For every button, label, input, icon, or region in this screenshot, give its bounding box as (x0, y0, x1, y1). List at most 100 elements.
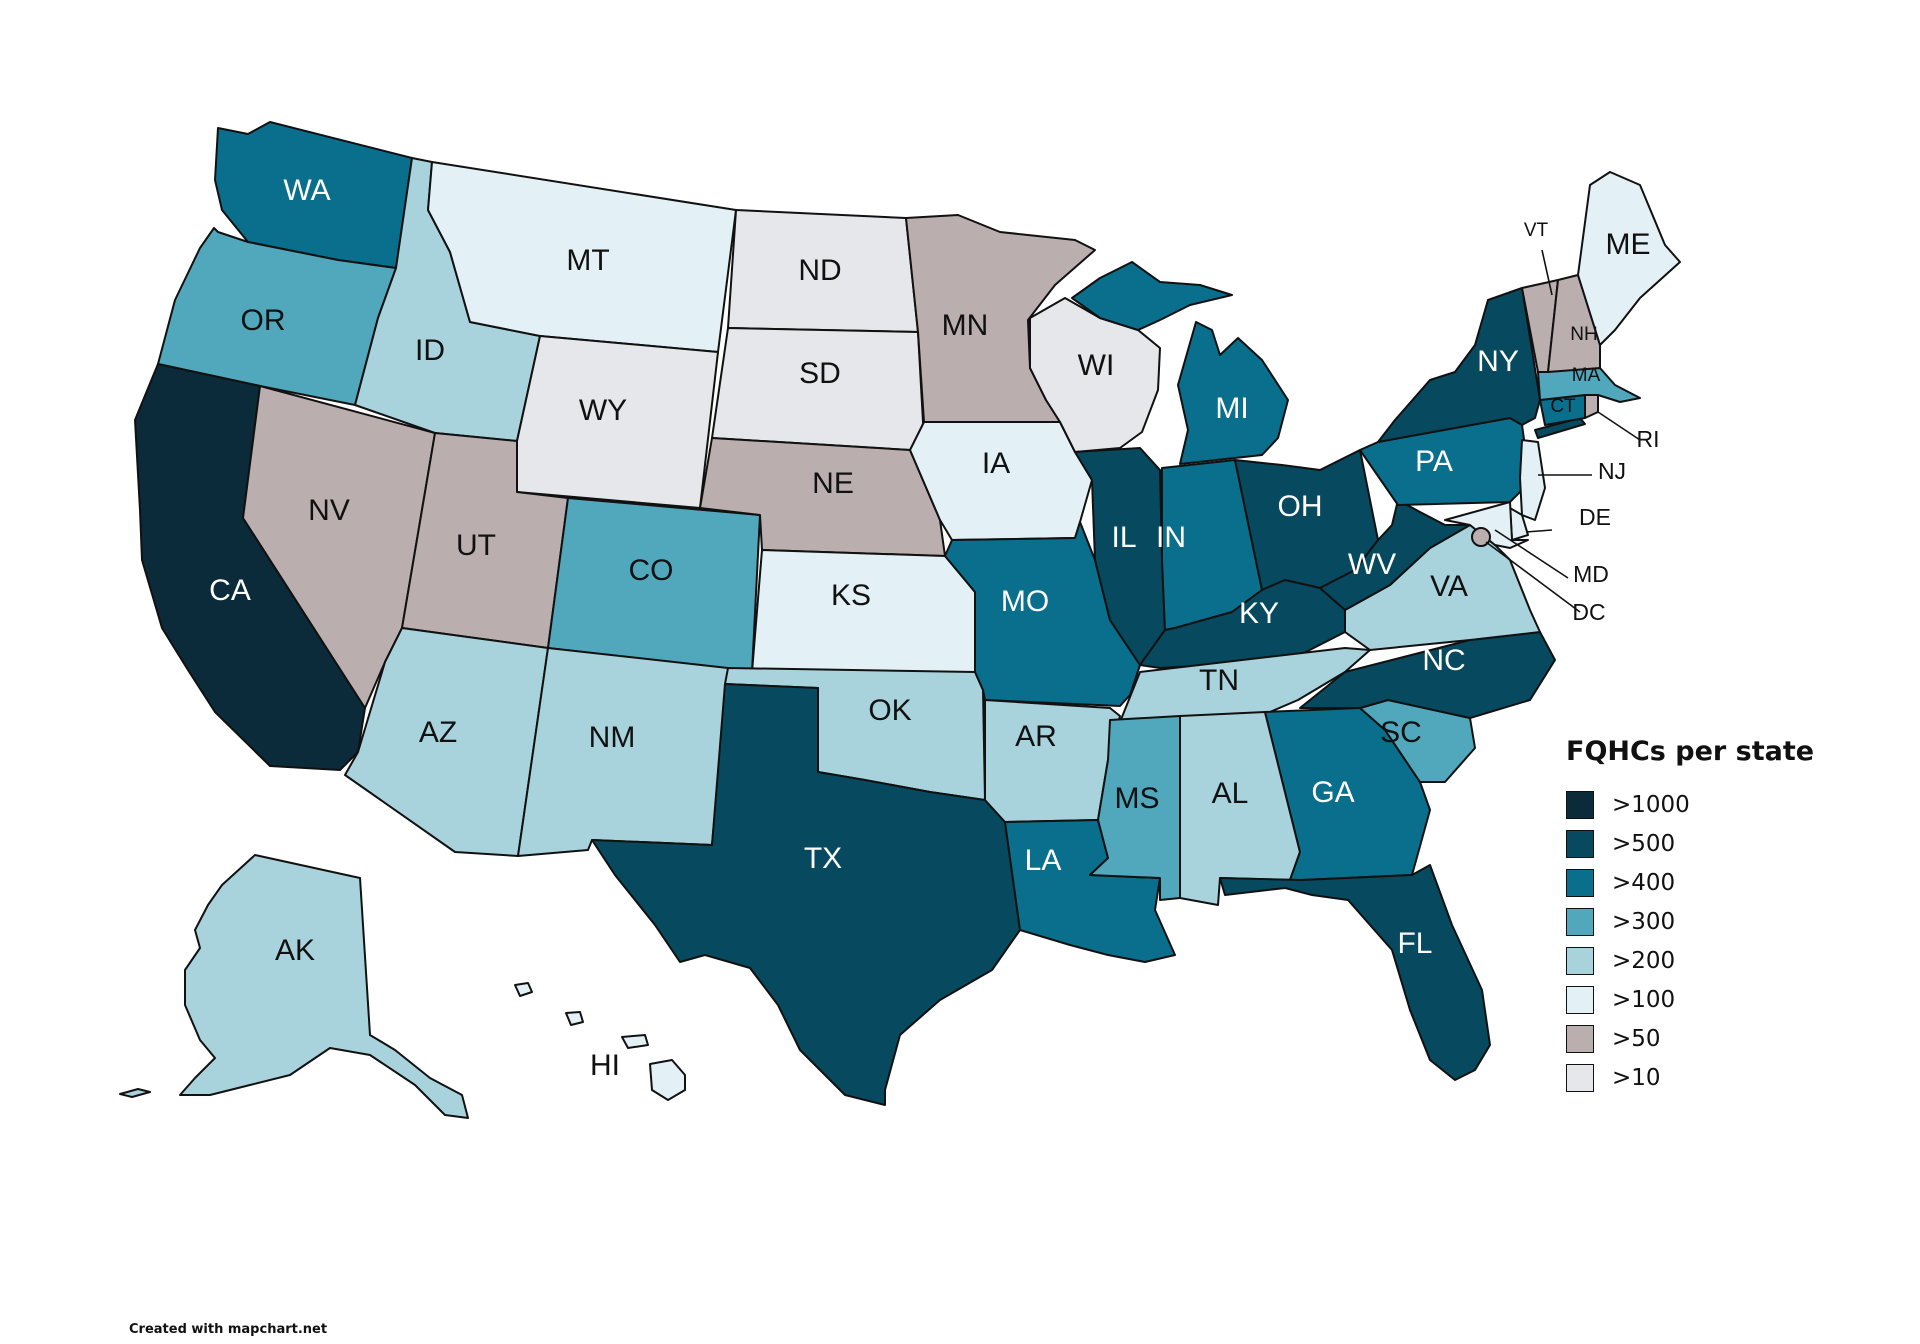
state-label-RI: RI (1637, 426, 1660, 452)
credit-text: Created with mapchart.net (129, 1322, 328, 1337)
state-label-NY: NY (1477, 345, 1519, 378)
state-label-ND: ND (798, 254, 841, 287)
legend-swatch (1566, 868, 1594, 897)
legend-swatch (1566, 985, 1594, 1014)
legend-label: >400 (1612, 869, 1676, 896)
state-label-NE: NE (812, 467, 854, 500)
state-label-OK: OK (868, 694, 911, 727)
state-NC[interactable] (1299, 631, 1556, 719)
legend-swatch (1566, 946, 1594, 975)
state-FL[interactable] (1219, 864, 1491, 1081)
state-label-WV: WV (1348, 548, 1396, 581)
state-MA[interactable] (1537, 367, 1641, 403)
state-label-SC: SC (1380, 716, 1422, 749)
states-layer (119, 121, 1681, 1119)
legend-label: >50 (1612, 1025, 1661, 1052)
legend-item: >1000 (1566, 785, 1826, 824)
state-labels: WA OR CA NV ID MT WY UT CO AZ NM ND SD N… (209, 174, 1659, 1082)
state-label-NC: NC (1422, 644, 1465, 677)
state-label-OH: OH (1278, 490, 1323, 523)
state-label-TN: TN (1199, 664, 1239, 697)
legend-item: >300 (1566, 902, 1826, 941)
state-label-GA: GA (1311, 776, 1354, 809)
state-HI-1[interactable] (514, 982, 533, 997)
state-label-MA: MA (1572, 365, 1601, 386)
legend-item: >10 (1566, 1058, 1826, 1097)
state-label-CA: CA (209, 574, 251, 607)
state-label-MO: MO (1001, 585, 1049, 618)
state-AK[interactable] (179, 854, 469, 1119)
state-label-AL: AL (1212, 777, 1249, 810)
state-label-WI: WI (1078, 349, 1115, 382)
state-label-DC: DC (1572, 599, 1605, 625)
state-MI[interactable] (1177, 321, 1289, 465)
state-label-IL: IL (1111, 521, 1136, 554)
legend-title: FQHCs per state (1566, 736, 1815, 767)
legend-label: >1000 (1612, 791, 1690, 818)
legend-item: >400 (1566, 863, 1826, 902)
legend-label: >300 (1612, 908, 1676, 935)
legend-swatch (1566, 790, 1594, 819)
state-label-VA: VA (1430, 570, 1468, 603)
state-label-FL: FL (1397, 927, 1432, 960)
state-label-WA: WA (283, 174, 330, 207)
leader-line-RI (1597, 411, 1641, 441)
state-RI[interactable] (1584, 394, 1599, 419)
state-label-NM: NM (589, 721, 636, 754)
state-label-ID: ID (415, 334, 445, 367)
state-WY[interactable] (516, 335, 719, 509)
leader-lines (1485, 249, 1641, 613)
state-label-CT: CT (1550, 396, 1576, 417)
state-label-DE: DE (1579, 504, 1611, 530)
state-ME[interactable] (1577, 171, 1681, 346)
state-DC[interactable] (1471, 527, 1491, 547)
leader-line-DE (1525, 529, 1553, 533)
state-label-SD: SD (799, 357, 841, 390)
state-HI-3[interactable] (621, 1034, 649, 1049)
leader-line-DC (1485, 541, 1581, 613)
leader-line-MD (1494, 529, 1569, 579)
state-SD[interactable] (711, 327, 925, 453)
state-label-CO: CO (629, 554, 674, 587)
state-MT[interactable] (427, 161, 737, 353)
state-HI-4[interactable] (649, 1059, 686, 1101)
state-MO[interactable] (944, 521, 1141, 707)
legend-label: >500 (1612, 830, 1676, 857)
state-label-TX: TX (804, 842, 842, 875)
state-label-UT: UT (456, 529, 496, 562)
state-label-MS: MS (1115, 782, 1160, 815)
state-label-OR: OR (241, 304, 286, 337)
state-label-AR: AR (1015, 720, 1057, 753)
state-MD[interactable] (1444, 501, 1529, 549)
legend: FQHCs per state >1000 >500 >400 >300 >20… (1566, 736, 1826, 1097)
state-label-KY: KY (1239, 597, 1279, 630)
legend-swatch (1566, 1063, 1594, 1092)
state-TX[interactable] (591, 683, 1021, 1106)
state-AK-island[interactable] (119, 1088, 151, 1098)
state-label-MI: MI (1215, 392, 1248, 425)
state-HI-2[interactable] (565, 1011, 584, 1026)
state-label-HI: HI (590, 1049, 620, 1082)
state-label-ME: ME (1606, 228, 1651, 261)
state-label-MT: MT (566, 244, 609, 277)
legend-items: >1000 >500 >400 >300 >200 >100 >50 >10 (1566, 785, 1826, 1097)
state-label-AK: AK (275, 934, 315, 967)
state-NY[interactable] (1377, 287, 1541, 443)
legend-swatch (1566, 829, 1594, 858)
state-WV[interactable] (1319, 499, 1471, 611)
legend-swatch (1566, 1024, 1594, 1053)
state-label-NV: NV (308, 494, 350, 527)
legend-item: >200 (1566, 941, 1826, 980)
state-label-IN: IN (1156, 521, 1186, 554)
state-label-IA: IA (982, 447, 1010, 480)
legend-label: >200 (1612, 947, 1676, 974)
legend-item: >50 (1566, 1019, 1826, 1058)
state-NJ[interactable] (1519, 439, 1546, 521)
legend-item: >500 (1566, 824, 1826, 863)
state-MI-upper[interactable] (1071, 261, 1233, 331)
state-label-WY: WY (579, 394, 627, 427)
state-label-VT: VT (1524, 220, 1549, 241)
state-NH[interactable] (1547, 274, 1601, 373)
legend-swatch (1566, 907, 1594, 936)
